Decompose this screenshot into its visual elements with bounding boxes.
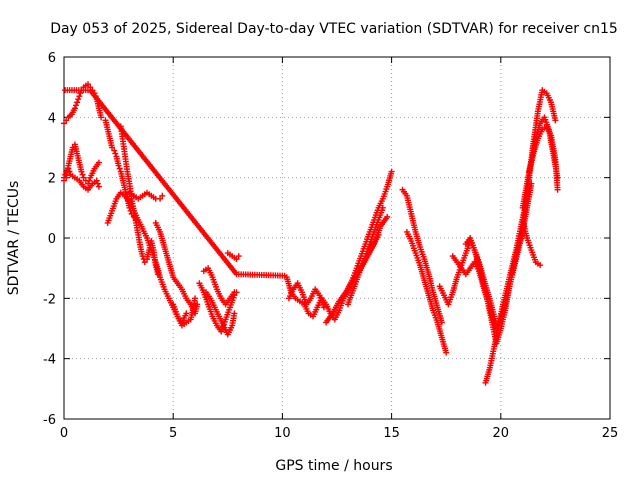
data-point (61, 120, 67, 127)
data-point-interp (75, 96, 82, 103)
x-tick-label: 15 (383, 426, 400, 441)
data-point (552, 117, 559, 124)
data-point-interp (73, 102, 80, 109)
data-point (111, 147, 118, 154)
data-point-interp (112, 150, 119, 157)
y-tick-label: 2 (48, 172, 56, 187)
data-point-interp (94, 180, 101, 187)
data-point (141, 259, 148, 266)
data-point (159, 192, 166, 199)
series-seg-e (126, 189, 166, 202)
series-seg-i (200, 265, 238, 308)
y-tick-label: -6 (43, 413, 56, 428)
series-seg-j (202, 289, 238, 338)
data-point (98, 114, 105, 121)
grid (64, 57, 610, 419)
series-seg-a-mid (61, 141, 102, 187)
data-point (157, 195, 164, 202)
data-point (71, 105, 78, 112)
series-seg-g (170, 295, 199, 329)
data-point (63, 117, 70, 124)
data-point (320, 304, 327, 311)
data-point (235, 253, 242, 260)
data-point (192, 295, 199, 302)
data-point (109, 144, 116, 151)
data-point (183, 310, 190, 317)
data-point (379, 204, 386, 211)
data-point (231, 310, 238, 317)
chart-title: Day 053 of 2025, Sidereal Day-to-day VTE… (50, 21, 618, 37)
data-point (443, 349, 450, 356)
y-tick-label: 6 (48, 51, 56, 66)
data-point (95, 159, 102, 166)
data-point (537, 262, 544, 269)
data-point (384, 213, 391, 220)
series-seg-u (462, 235, 513, 347)
series-seg-k (224, 250, 242, 263)
x-tick-label: 25 (602, 426, 619, 441)
data-point (139, 253, 146, 260)
data-point (69, 144, 76, 151)
data-point (85, 81, 92, 88)
data-point (95, 183, 102, 190)
x-tick-label: 0 (60, 426, 68, 441)
data-point (231, 289, 238, 296)
data-point (154, 271, 161, 278)
series-seg-m (285, 280, 327, 311)
y-axis-label: SDTVAR / TECUs (6, 181, 22, 296)
data-point (115, 162, 122, 169)
series-seg-r (403, 228, 450, 356)
x-tick-label: 20 (493, 426, 510, 441)
series-seg-q (399, 186, 445, 326)
data-point (233, 256, 240, 263)
data-points (61, 81, 561, 386)
y-tick-label: 4 (48, 111, 56, 126)
y-tick-label: -2 (43, 292, 56, 307)
data-point-interp (79, 171, 86, 178)
series-seg-y (526, 123, 561, 193)
data-point (80, 174, 87, 181)
data-point (74, 99, 81, 106)
series-seg-p (358, 204, 386, 272)
data-point-interp (86, 177, 93, 184)
data-point (76, 93, 83, 100)
x-tick-label: 10 (274, 426, 291, 441)
x-tick-label: 5 (169, 426, 177, 441)
series-seg-iso (62, 87, 288, 279)
data-point (85, 180, 92, 187)
data-point (281, 272, 288, 279)
data-point (61, 177, 67, 184)
y-tick-label: -4 (43, 353, 56, 368)
data-point (78, 168, 85, 175)
series-seg-z (519, 216, 544, 269)
data-point (388, 168, 395, 175)
data-point (554, 186, 561, 193)
y-tick-label: 0 (48, 232, 56, 247)
x-axis-label: GPS time / hours (275, 458, 392, 474)
data-point (194, 301, 201, 308)
axes-ticks: 0 5 10 15 20 25 -6 -4 -2 0 2 4 6 (43, 51, 618, 441)
data-point (93, 177, 100, 184)
data-point-interp (116, 165, 123, 172)
